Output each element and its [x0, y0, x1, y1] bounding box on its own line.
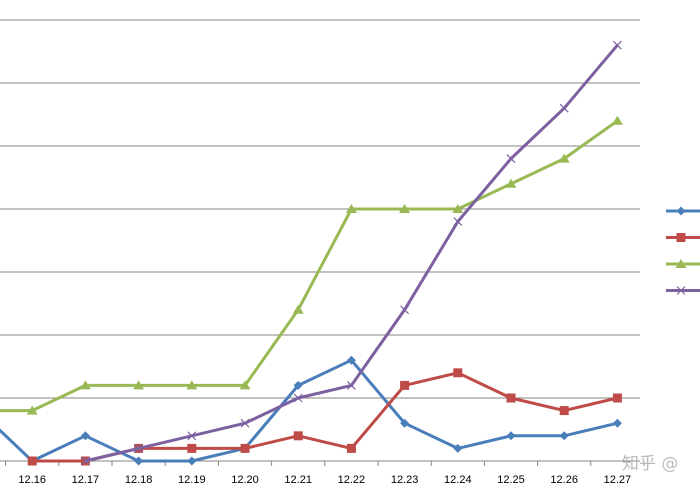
data-point [452, 204, 464, 213]
x-tick-label: 12.19 [178, 474, 206, 486]
data-point [346, 355, 356, 365]
data-point [133, 380, 145, 390]
x-tick-label: 12.20 [231, 474, 259, 486]
data-point [134, 443, 144, 453]
data-point [79, 380, 91, 390]
data-point [558, 153, 570, 163]
data-point [292, 304, 304, 314]
data-point [80, 431, 90, 441]
data-point [293, 393, 303, 403]
data-point [293, 431, 303, 441]
x-tick-label: 12.18 [125, 474, 153, 486]
data-point [400, 380, 410, 390]
x-tick-label: 12.27 [604, 474, 632, 486]
data-point [506, 393, 516, 403]
x-tick-label: 12.26 [550, 474, 578, 486]
legend-marker [675, 259, 687, 268]
data-point [453, 217, 463, 227]
legend-marker [676, 233, 686, 242]
data-point [346, 443, 356, 453]
data-point [399, 204, 411, 213]
data-point [346, 380, 356, 390]
x-tick-label: 12.16 [18, 474, 46, 486]
data-point [400, 305, 410, 315]
series-line [0, 119, 619, 413]
series-line [85, 44, 619, 463]
data-point [27, 456, 37, 466]
data-point [612, 393, 622, 403]
x-tick-label: 12.23 [391, 474, 419, 486]
x-tick-label: 12.17 [72, 474, 100, 486]
data-point [559, 103, 569, 113]
data-point [612, 40, 622, 50]
data-point [134, 456, 144, 466]
data-point [26, 405, 38, 415]
data-point [453, 368, 463, 378]
data-point [559, 406, 569, 416]
data-point [80, 456, 90, 466]
data-point [506, 431, 516, 441]
data-point [187, 456, 197, 466]
data-point [186, 380, 198, 390]
x-tick-label: 12.21 [284, 474, 312, 486]
watermark: 知乎 @ [622, 454, 678, 474]
data-point [240, 418, 250, 428]
data-point [611, 115, 623, 125]
data-point [240, 443, 250, 453]
x-tick-label: 12.25 [497, 474, 525, 486]
data-point [506, 154, 516, 164]
data-point [187, 431, 197, 441]
data-point [505, 178, 517, 188]
data-point [293, 380, 303, 390]
data-point [400, 418, 410, 428]
x-tick-label: 12.22 [338, 474, 366, 486]
legend-marker [676, 286, 686, 295]
data-point [453, 443, 463, 453]
x-tick-label: 12.24 [444, 474, 472, 486]
data-point [559, 431, 569, 441]
legend-marker [676, 206, 686, 216]
series-line [0, 358, 618, 463]
data-point [612, 418, 622, 428]
data-point [239, 380, 251, 390]
data-point [345, 204, 357, 213]
data-point [187, 443, 197, 453]
